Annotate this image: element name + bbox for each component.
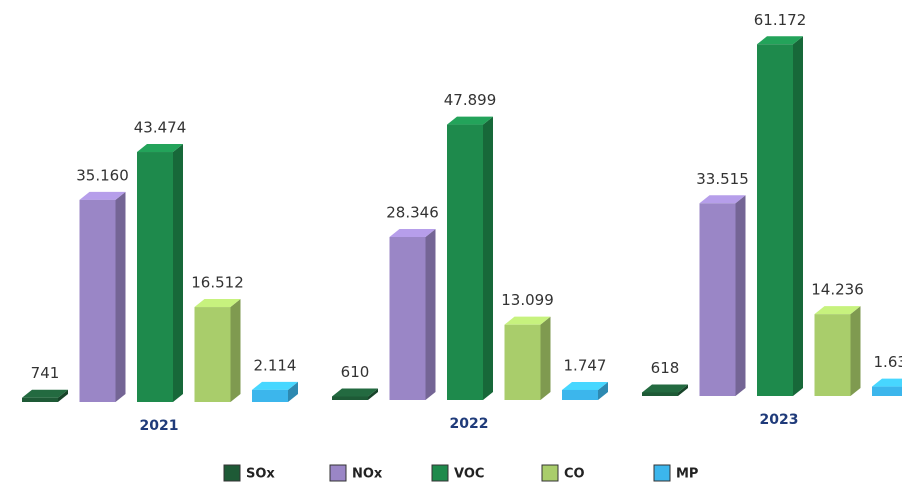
bar [22,397,58,402]
bar-side [678,384,688,396]
category-label: 2023 [760,412,799,428]
value-label: 43.474 [134,119,187,137]
bar-side [230,299,241,402]
bar-top [332,388,378,397]
category-label: 2021 [140,418,179,434]
legend-label: NOx [352,467,383,482]
value-label: 28.346 [386,204,439,222]
bar-top [137,144,183,153]
value-label: 741 [31,364,60,382]
value-label: 35.160 [76,166,129,184]
bar [699,203,736,396]
legend-label: VOC [454,467,484,482]
legend-swatch [223,464,241,482]
value-label: 13.099 [501,291,554,309]
bar [137,152,173,402]
bar [504,324,541,400]
bar-top [699,195,746,204]
bar-top [79,191,126,200]
value-label: 1.634 [874,353,902,371]
bar-top [252,381,298,390]
bar-top [642,384,688,393]
value-label: 14.236 [811,281,864,299]
bar-side [425,229,436,400]
bar [79,199,116,402]
bar-side [735,195,746,396]
bar-side [598,381,608,400]
bar-side [850,306,861,396]
value-label: 16.512 [191,274,244,292]
value-label: 1.747 [564,356,607,374]
bar [389,237,426,400]
bar [194,307,231,402]
bar-side [58,389,68,402]
bar [872,386,902,396]
bar-top [872,378,902,387]
value-label: 610 [341,363,370,381]
legend-label: MP [676,467,698,482]
bar-top [814,306,861,315]
bar-side [368,388,378,400]
legend-swatch [329,464,347,482]
value-label: 33.515 [696,170,749,188]
legend-label: CO [564,467,585,482]
bar-side [173,144,183,402]
bar-side [540,316,551,400]
bar-side [288,381,298,402]
legend-swatch [431,464,449,482]
bar-side [115,191,126,402]
value-label: 2.114 [254,356,297,374]
bar-top [562,381,608,390]
value-label: 618 [651,359,680,377]
legend-swatch [541,464,559,482]
legend-swatch [653,464,671,482]
bar [252,389,288,402]
value-label: 47.899 [444,91,497,109]
bar-side [793,36,803,397]
legend-label: SOx [246,467,275,482]
bar [757,44,793,397]
bar [332,396,368,400]
bar-top [194,299,241,308]
bar-top [447,116,493,125]
bar [642,392,678,396]
bar [562,389,598,400]
value-label: 61.172 [754,11,807,29]
bar-top [22,389,68,398]
category-label: 2022 [450,416,489,432]
bar [814,314,851,396]
bar-top [389,229,436,238]
bar-top [504,316,551,325]
bar-side [483,116,493,400]
bar-top [757,36,803,45]
bar [447,124,483,400]
